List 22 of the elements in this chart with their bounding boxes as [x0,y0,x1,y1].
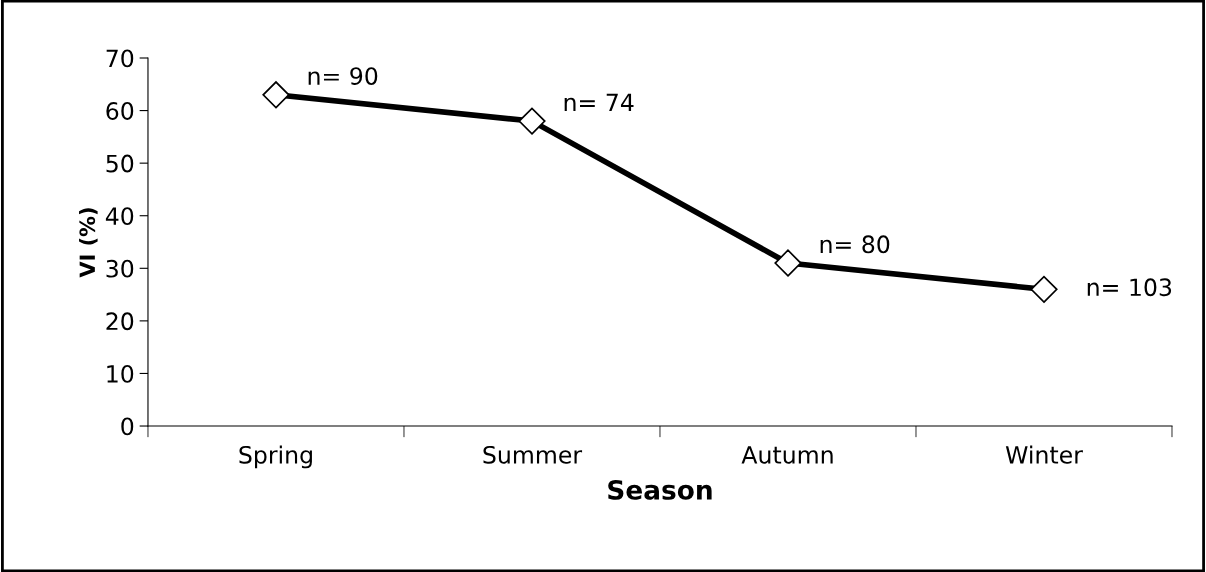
y-tick-label: 30 [106,259,134,278]
x-axis-title: Season [608,479,712,500]
y-tick-label: 40 [105,207,134,226]
y-tick-label: 20 [106,312,134,331]
point [518,107,546,135]
y-tick-label: 70 [106,49,134,68]
annotation: n= 90 [308,67,378,85]
y-axis-title: VI (%) [79,208,98,278]
point [262,81,290,109]
point [774,249,802,277]
y-tick-label: 60 [106,102,134,120]
x-tick-label: Spring [239,445,312,469]
point [1030,275,1058,303]
y-tick-label: 0 [121,417,134,436]
annotation: n= 80 [820,235,890,254]
annotation: n= 103 [1087,278,1172,297]
y-tick-label: 50 [106,154,134,173]
x-tick-label: Autumn [741,446,833,464]
x-tick-label: Summer [483,445,583,464]
x-tick-label: Winter [1005,445,1083,464]
annotation: n= 74 [564,93,634,111]
y-tick-label: 10 [107,364,134,383]
